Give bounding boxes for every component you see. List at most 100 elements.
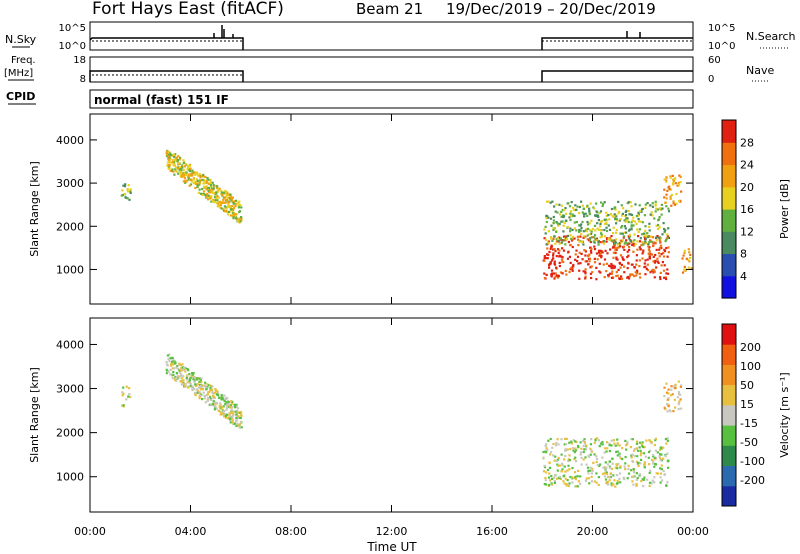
heatmap-cell <box>600 235 603 238</box>
heatmap-cell <box>666 233 669 236</box>
heatmap-cell <box>648 222 651 225</box>
heatmap-cell <box>209 185 212 188</box>
heatmap-cell <box>202 391 205 394</box>
heatmap-cell <box>169 373 172 376</box>
heatmap-cell <box>576 255 580 258</box>
heatmap-cell <box>662 269 666 272</box>
heatmap-cell <box>658 455 661 458</box>
heatmap-cell <box>218 187 221 190</box>
heatmap-cell <box>589 237 592 240</box>
heatmap-cell <box>652 462 655 465</box>
heatmap-cell <box>637 462 640 465</box>
heatmap-cell <box>171 360 174 363</box>
heatmap-cell <box>235 405 238 408</box>
heatmap-cell <box>632 468 635 471</box>
heatmap-cell <box>667 405 670 408</box>
heatmap-cell <box>619 218 622 221</box>
heatmap-cell <box>216 190 220 193</box>
heatmap-cell <box>563 458 566 461</box>
heatmap-cell <box>605 222 608 225</box>
heatmap-cell <box>189 382 192 385</box>
heatmap-cell <box>543 237 546 240</box>
heatmap-cell <box>572 263 575 267</box>
heatmap-cell <box>667 466 670 469</box>
freq-tick-bottom: 8 <box>80 74 86 85</box>
heatmap-cell <box>663 276 666 279</box>
heatmap-cell <box>639 237 642 240</box>
heatmap-cell <box>555 240 559 243</box>
y-tick-label: 3000 <box>56 383 84 396</box>
heatmap-cell <box>660 246 663 250</box>
heatmap-cell <box>172 370 175 374</box>
heatmap-cell <box>616 258 619 261</box>
colorbar-tick-label: 100 <box>740 360 761 373</box>
heatmap-cell <box>590 438 593 441</box>
heatmap-cell <box>547 230 550 233</box>
heatmap-cell <box>626 441 629 444</box>
heatmap-cell <box>180 383 183 386</box>
heatmap-cell <box>593 224 597 227</box>
heatmap-cell <box>638 272 641 275</box>
heatmap-cell <box>647 456 650 459</box>
heatmap-cell <box>572 449 575 452</box>
heatmap-cell <box>578 269 581 272</box>
heatmap-cell <box>597 249 601 252</box>
heatmap-cell <box>235 417 238 420</box>
heatmap-cell <box>225 401 228 404</box>
heatmap-cell <box>631 475 634 478</box>
heatmap-cell <box>635 482 638 486</box>
heatmap-cell <box>603 451 606 454</box>
heatmap-cell <box>229 403 232 407</box>
heatmap-cell <box>566 237 569 241</box>
heatmap-cell <box>231 196 234 199</box>
heatmap-cell <box>577 444 580 448</box>
heatmap-cell <box>639 454 642 457</box>
heatmap-cell <box>569 227 572 230</box>
heatmap-cell <box>623 248 626 251</box>
colorbar-swatch <box>722 186 736 210</box>
heatmap-cell <box>178 169 181 172</box>
x-tick-label: 08:00 <box>275 525 307 538</box>
heatmap-cell <box>548 466 552 469</box>
heatmap-cell <box>196 184 199 187</box>
heatmap-cell <box>234 215 237 218</box>
heatmap-cell <box>589 249 593 253</box>
heatmap-cell <box>174 168 177 171</box>
heatmap-cell <box>632 460 635 463</box>
heatmap-cell <box>627 235 630 238</box>
heatmap-cell <box>598 464 601 467</box>
station-title: Fort Hays East (fitACF) <box>92 0 284 19</box>
heatmap-cell <box>667 246 670 249</box>
heatmap-cell <box>669 410 672 413</box>
heatmap-cell <box>604 218 607 221</box>
heatmap-cell <box>677 184 681 187</box>
heatmap-cell <box>125 398 128 401</box>
heatmap-cell <box>187 176 190 179</box>
heatmap-cell <box>165 154 169 158</box>
heatmap-cell <box>549 453 552 456</box>
heatmap-cell <box>171 377 174 380</box>
heatmap-cell <box>604 478 608 481</box>
heatmap-cell <box>553 235 556 238</box>
heatmap-cell <box>581 220 584 224</box>
heatmap-cell <box>182 168 185 171</box>
heatmap-cell <box>177 167 180 170</box>
heatmap-cell <box>574 204 577 207</box>
heatmap-cell <box>612 232 615 235</box>
heatmap-cell <box>642 452 645 455</box>
heatmap-cell <box>182 159 185 162</box>
heatmap-cell <box>564 207 567 210</box>
heatmap-cell <box>589 229 592 232</box>
heatmap-cell <box>221 409 225 412</box>
heatmap-cell <box>671 183 675 186</box>
heatmap-cell <box>595 481 598 484</box>
heatmap-cell <box>226 403 230 406</box>
heatmap-cell <box>564 455 567 458</box>
heatmap-cell <box>213 404 216 407</box>
heatmap-cell <box>621 225 624 228</box>
heatmap-cell <box>601 251 604 254</box>
heatmap-cell <box>188 164 191 167</box>
heatmap-cell <box>646 235 649 238</box>
heatmap-cell <box>615 256 618 259</box>
heatmap-cell <box>179 166 182 169</box>
